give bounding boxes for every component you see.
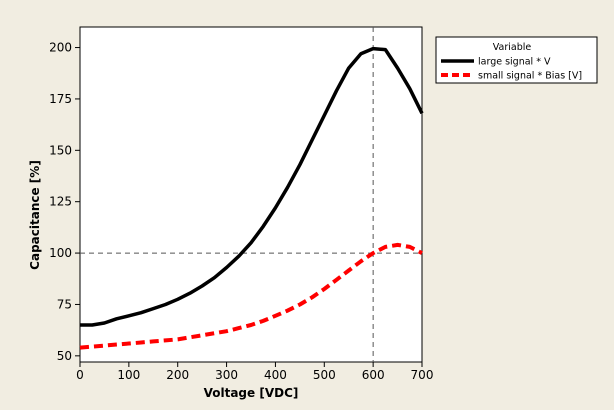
y-tick-label: 100 [49,246,72,260]
legend-label-2: small signal * Bias [V] [478,71,582,82]
y-tick-label: 150 [49,143,72,157]
plot-area [79,26,423,363]
y-tick-label: 50 [57,349,72,363]
x-tick-label: 200 [166,368,189,382]
x-tick-label: 0 [76,368,84,382]
y-tick-label: 200 [49,41,72,55]
x-tick-label: 300 [215,368,238,382]
y-tick-label: 125 [49,195,72,209]
x-axis-title: Voltage [VDC] [204,386,299,400]
x-tick-label: 600 [362,368,385,382]
x-tick-label: 500 [313,368,336,382]
x-tick-label: 400 [264,368,287,382]
series-line-2 [79,242,423,350]
legend-label-1: large signal * V [478,57,551,68]
y-tick-label: 75 [57,297,72,311]
legend-entries: large signal * V small signal * Bias [V] [441,57,582,82]
legend-title: Variable [493,42,532,53]
series-layer [79,46,424,350]
series-line-1 [80,46,424,327]
x-tick-label: 100 [117,368,140,382]
y-axis-title: Capacitance [%] [28,160,42,270]
x-tick-label: 700 [411,368,434,382]
axes-layer: 0 100 200 300 400 500 600 700 50 75 100 125 150 175 20… [49,41,433,382]
legend: Variable large signal * V small signal * … [435,36,598,84]
reference-lines [80,27,422,362]
y-tick-label: 175 [49,92,72,106]
